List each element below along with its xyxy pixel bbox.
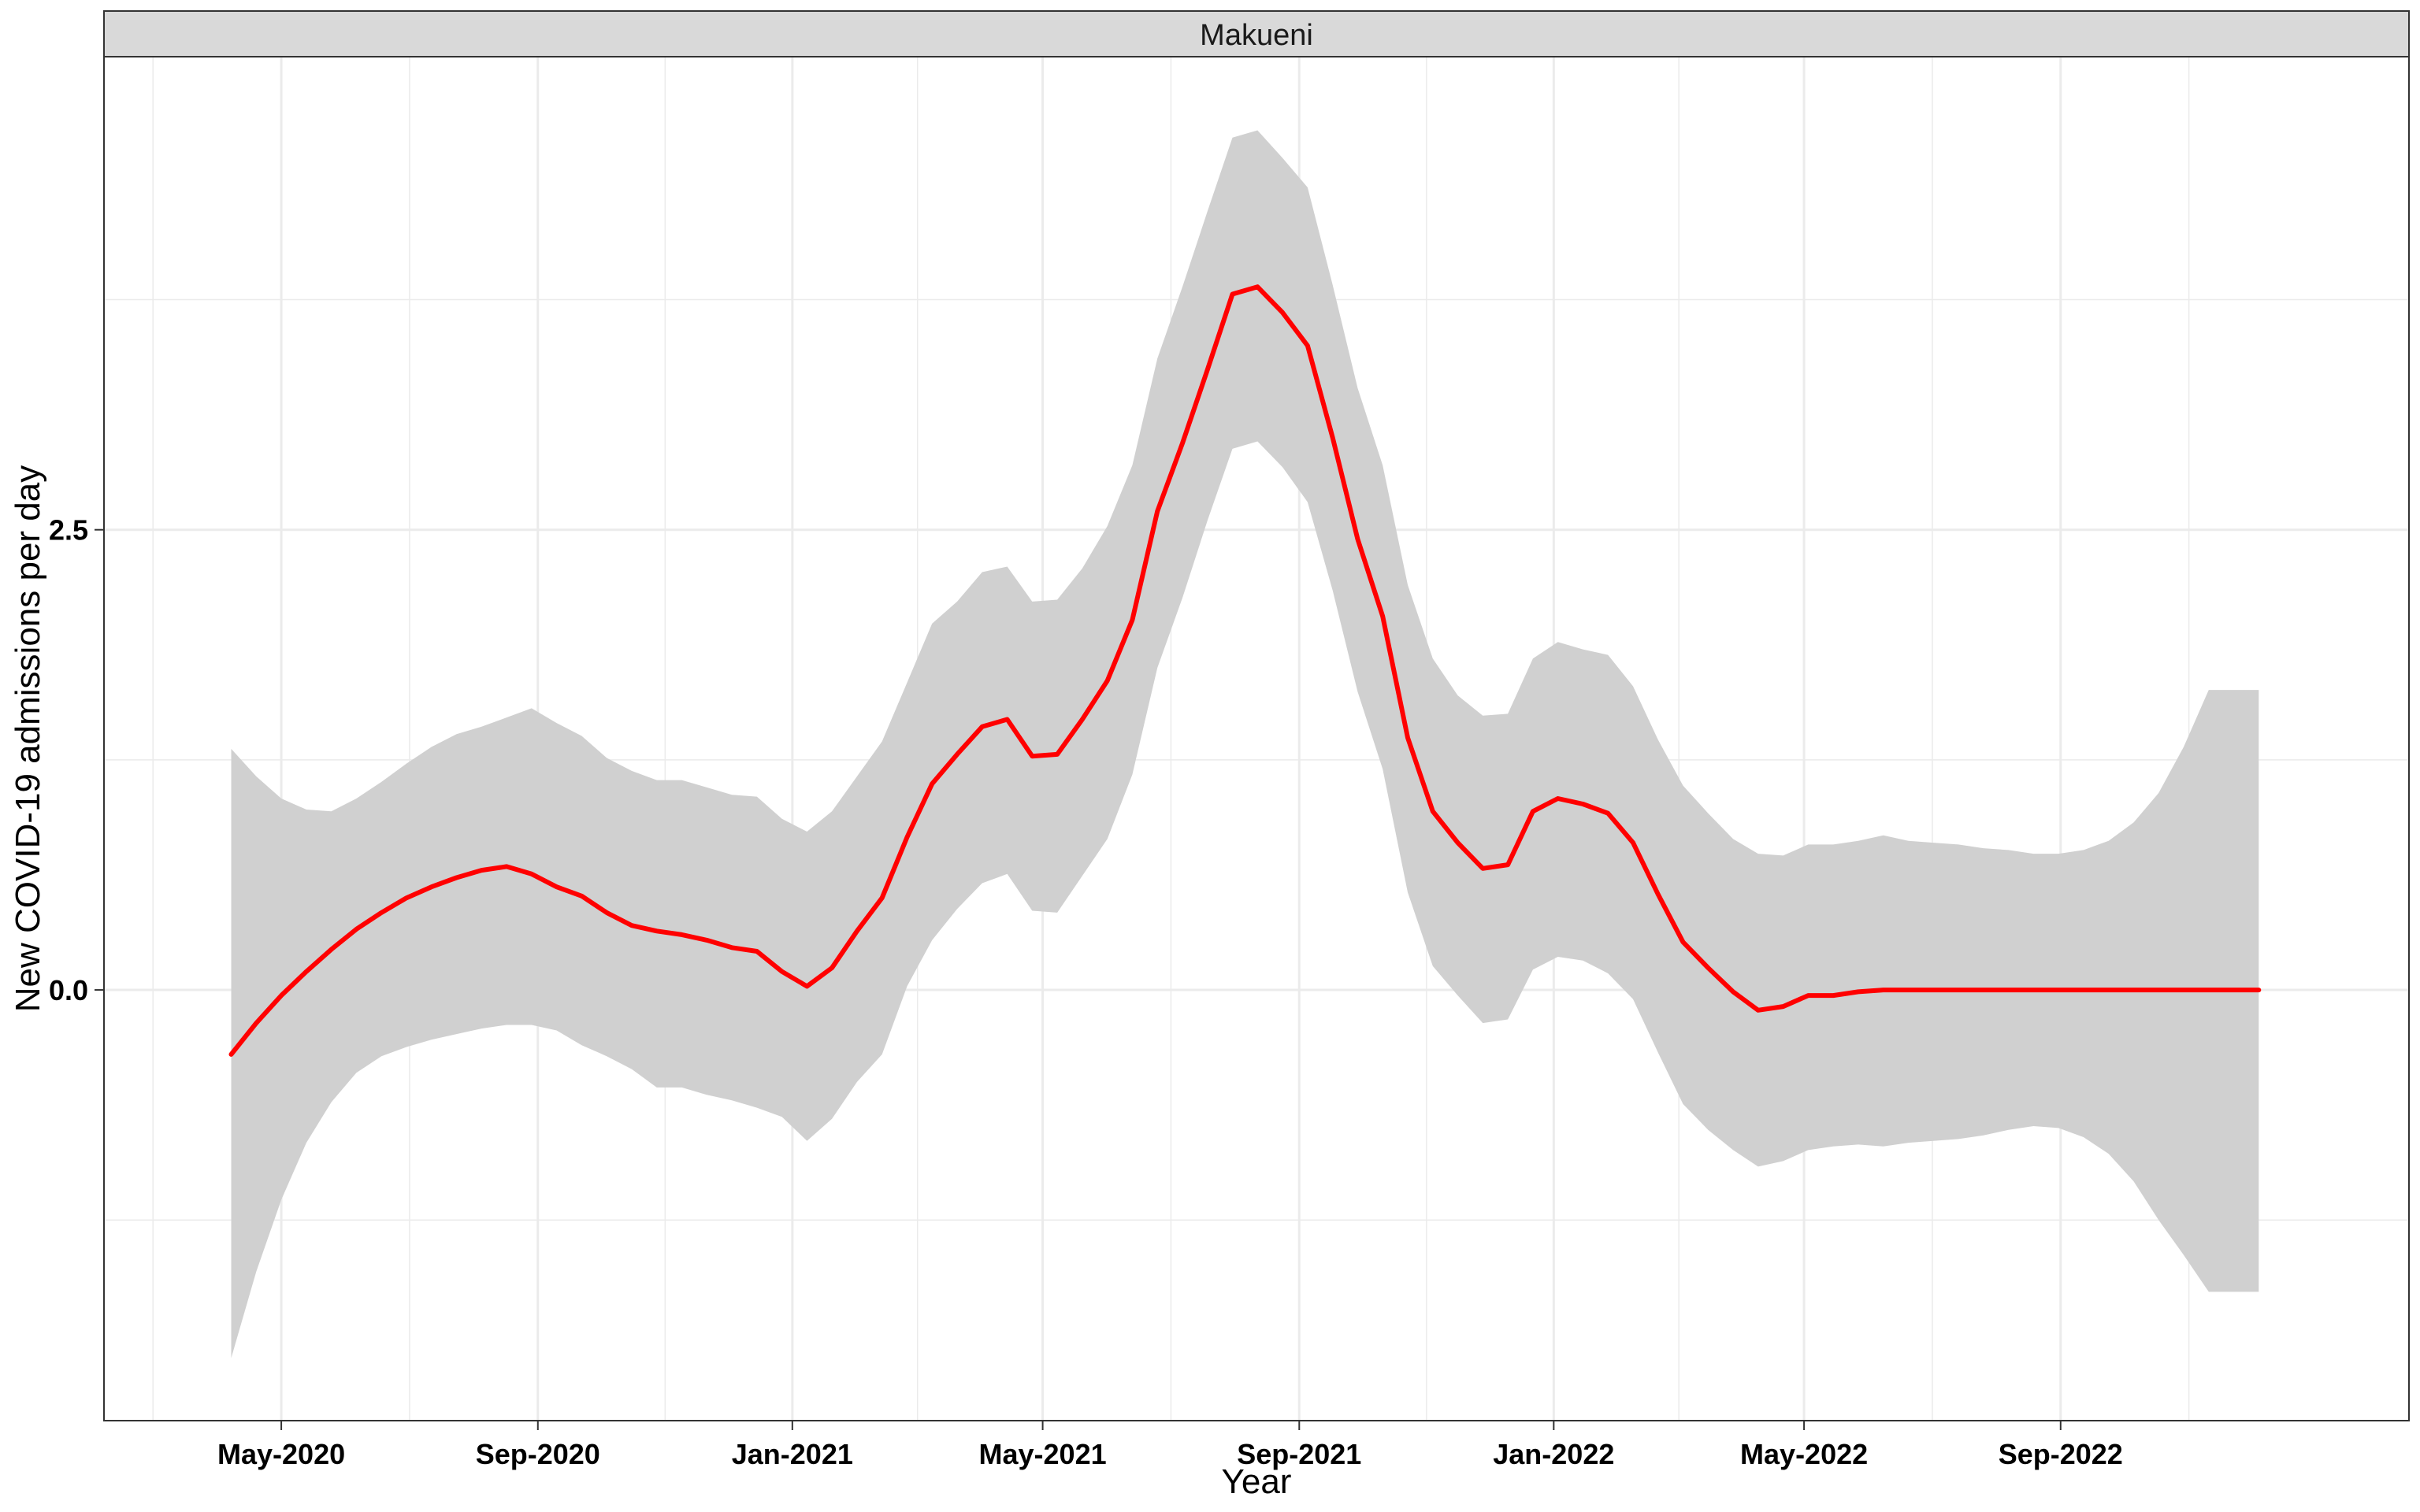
x-tick-label: Sep-2021: [1237, 1438, 1361, 1470]
x-tick-label: May-2020: [217, 1438, 345, 1470]
confidence-band: [231, 130, 2259, 1358]
x-tick-label: Jan-2021: [732, 1438, 853, 1470]
x-tick-label: May-2022: [1740, 1438, 1868, 1470]
facet-strip-label: Makueni: [1200, 19, 1313, 52]
x-tick-label: Sep-2020: [476, 1438, 600, 1470]
y-axis-title: New COVID-19 admissions per day: [9, 465, 47, 1012]
minor-gridlines: [104, 57, 2409, 1421]
series-line: [228, 284, 2262, 1057]
x-tick-label: Sep-2022: [1999, 1438, 2123, 1470]
y-tick-label: 2.5: [49, 514, 88, 547]
y-tick-label: 0.0: [49, 974, 88, 1006]
facet-strip: [103, 10, 2410, 57]
x-axis: May-2020 Sep-2020 Jan-2021 May-2021 Sep-2021…: [217, 1421, 2123, 1470]
x-tick-label: Jan-2022: [1493, 1438, 1614, 1470]
x-tick-label: May-2021: [979, 1438, 1107, 1470]
x-axis-title: Year: [1222, 1462, 1292, 1501]
y-axis: 0.0 2.5: [49, 514, 104, 1006]
